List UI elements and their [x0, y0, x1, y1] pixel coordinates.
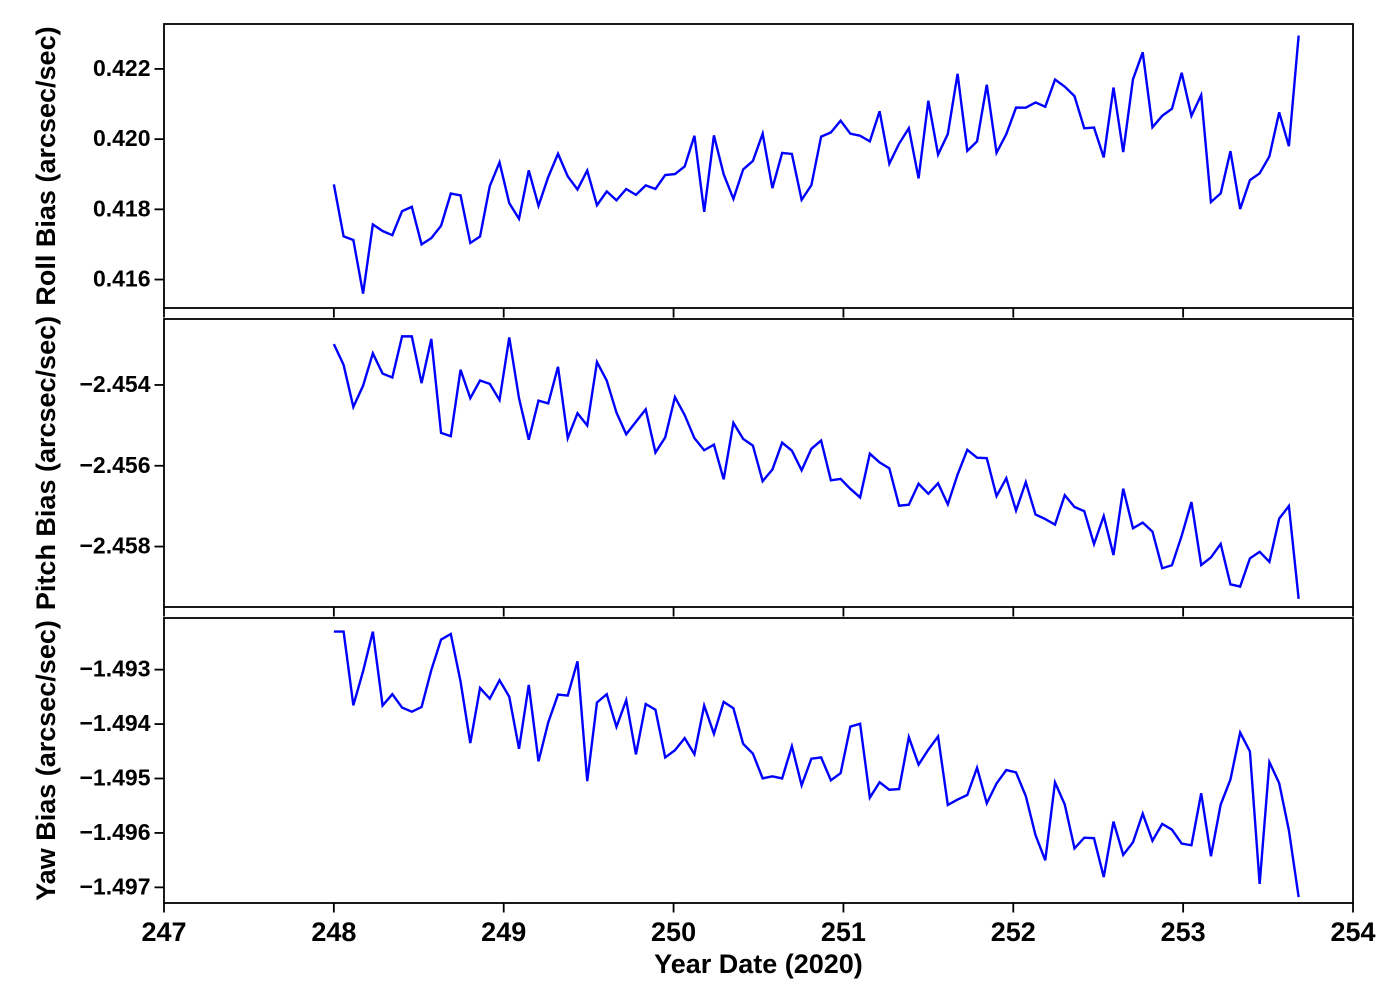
svg-text:0.422: 0.422 [93, 55, 151, 81]
svg-text:247: 247 [141, 917, 186, 947]
svg-text:−1.495: −1.495 [80, 765, 151, 791]
svg-text:Roll Bias (arcsec/sec): Roll Bias (arcsec/sec) [31, 26, 61, 305]
svg-text:Pitch Bias (arcsec/sec): Pitch Bias (arcsec/sec) [31, 316, 61, 610]
svg-text:−2.456: −2.456 [80, 452, 151, 478]
svg-text:249: 249 [481, 917, 526, 947]
svg-text:252: 252 [991, 917, 1036, 947]
svg-text:Yaw Bias (arcsec/sec): Yaw Bias (arcsec/sec) [31, 620, 61, 901]
svg-text:0.416: 0.416 [93, 266, 151, 292]
svg-text:251: 251 [821, 917, 866, 947]
svg-text:−2.454: −2.454 [80, 371, 151, 397]
svg-text:−1.496: −1.496 [80, 819, 151, 845]
svg-text:0.418: 0.418 [93, 195, 151, 221]
svg-text:−1.493: −1.493 [80, 656, 151, 682]
svg-text:−1.497: −1.497 [80, 873, 151, 899]
svg-text:−2.458: −2.458 [80, 533, 151, 559]
svg-text:250: 250 [651, 917, 696, 947]
svg-text:−1.494: −1.494 [80, 710, 151, 736]
svg-text:0.420: 0.420 [93, 125, 151, 151]
svg-text:253: 253 [1161, 917, 1206, 947]
svg-text:248: 248 [311, 917, 356, 947]
svg-text:254: 254 [1330, 917, 1375, 947]
svg-text:Year Date (2020): Year Date (2020) [654, 949, 863, 979]
